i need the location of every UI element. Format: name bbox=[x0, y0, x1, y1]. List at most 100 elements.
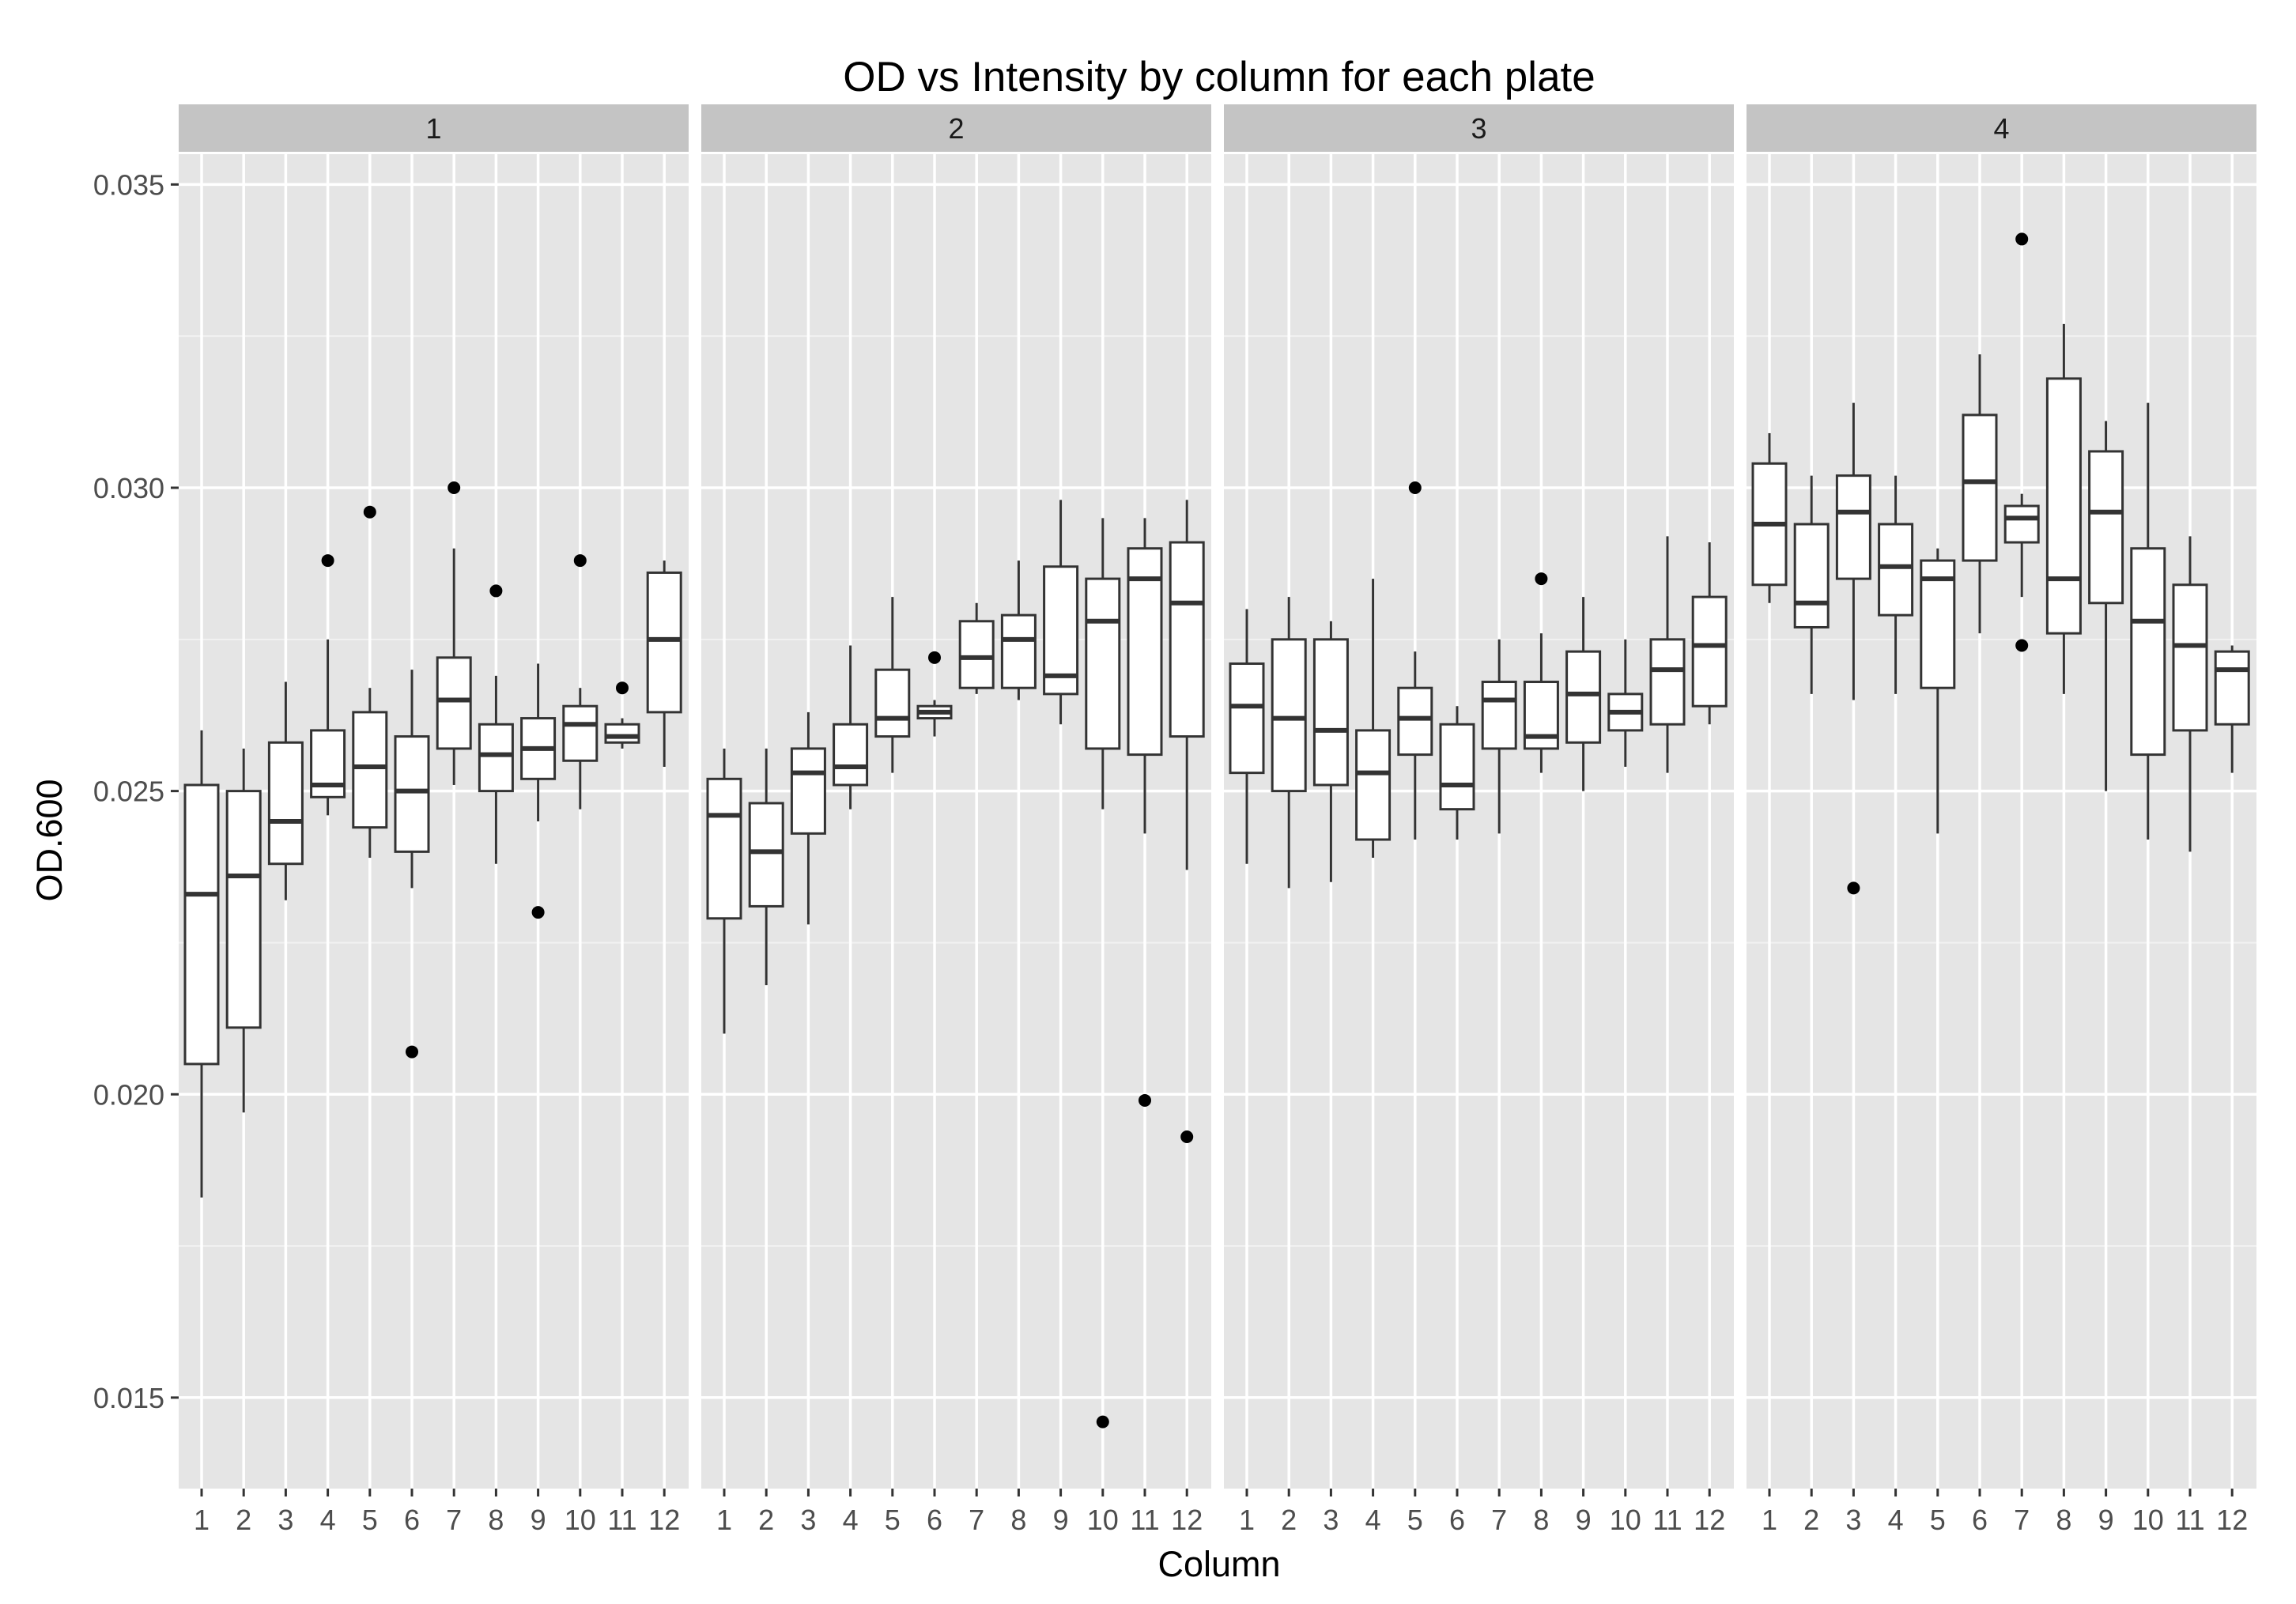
x-axis-label: Column bbox=[1157, 1544, 1280, 1584]
box-iqr bbox=[394, 735, 430, 853]
box-iqr bbox=[1920, 559, 1956, 689]
outlier-point bbox=[1535, 572, 1548, 586]
box-iqr bbox=[1312, 638, 1349, 787]
y-tick-label: 0.025 bbox=[93, 776, 164, 808]
box-iqr bbox=[1397, 686, 1433, 757]
box-2 bbox=[1793, 475, 1830, 694]
box-11 bbox=[1127, 518, 1163, 1107]
box-5 bbox=[1397, 481, 1433, 840]
facet-panel-2: 21 2 3 4 5 6 7 8 9 10 11 12 bbox=[701, 104, 1211, 1536]
box-iqr bbox=[2088, 450, 2124, 605]
box-iqr bbox=[436, 656, 472, 750]
x-tick-label: 2 bbox=[1803, 1504, 1819, 1536]
x-tick-label: 12 bbox=[2216, 1504, 2248, 1536]
box-iqr bbox=[1962, 413, 1998, 562]
box-6 bbox=[1962, 354, 1998, 634]
x-tick-label: 2 bbox=[758, 1504, 774, 1536]
chart-title: OD vs Intensity by column for each plate bbox=[843, 54, 1595, 100]
box-11 bbox=[2172, 536, 2208, 852]
x-tick-label: 4 bbox=[843, 1504, 859, 1536]
x-tick-label: 4 bbox=[1888, 1504, 1904, 1536]
x-tick-label: 2 bbox=[236, 1504, 251, 1536]
facet-panel-3: 31 2 3 4 5 6 7 8 9 10 11 12 bbox=[1224, 104, 1734, 1536]
box-iqr bbox=[1229, 662, 1265, 775]
x-tick-label: 6 bbox=[404, 1504, 420, 1536]
box-iqr bbox=[478, 723, 514, 793]
x-tick-label: 3 bbox=[1845, 1504, 1861, 1536]
box-iqr bbox=[1127, 547, 1163, 757]
x-tick-label: 7 bbox=[2014, 1504, 2030, 1536]
x-tick-label: 1 bbox=[194, 1504, 210, 1536]
x-tick-label: 5 bbox=[1930, 1504, 1946, 1536]
box-8 bbox=[2045, 323, 2082, 694]
x-tick-label: 9 bbox=[1053, 1504, 1069, 1536]
x-tick-label: 3 bbox=[800, 1504, 816, 1536]
box-iqr bbox=[352, 711, 388, 829]
x-tick-label: 1 bbox=[1239, 1504, 1255, 1536]
box-9 bbox=[520, 663, 557, 919]
box-6 bbox=[394, 670, 430, 1059]
box-iqr bbox=[874, 668, 911, 738]
box-10 bbox=[1607, 639, 1644, 767]
box-2 bbox=[1271, 597, 1307, 889]
box-1 bbox=[183, 730, 220, 1198]
outlier-point bbox=[2015, 232, 2029, 246]
box-6 bbox=[916, 651, 953, 737]
x-tick-label: 5 bbox=[362, 1504, 378, 1536]
box-iqr bbox=[1355, 729, 1392, 841]
box-9 bbox=[2088, 421, 2124, 791]
box-3 bbox=[790, 711, 826, 925]
outlier-point bbox=[1096, 1415, 1109, 1429]
x-tick-label: 11 bbox=[1130, 1504, 1159, 1536]
box-9 bbox=[1043, 500, 1079, 725]
facet-strip-label: 4 bbox=[1993, 112, 2009, 145]
outlier-point bbox=[1139, 1093, 1151, 1107]
box-12 bbox=[646, 560, 682, 767]
x-tick-label: 9 bbox=[2098, 1504, 2114, 1536]
box-iqr bbox=[1271, 638, 1307, 793]
box-iqr bbox=[1439, 723, 1475, 811]
facet-strip bbox=[701, 104, 1211, 152]
x-tick-label: 11 bbox=[1652, 1504, 1682, 1536]
outlier-point bbox=[1408, 481, 1422, 494]
x-tick-label: 9 bbox=[1576, 1504, 1592, 1536]
box-3 bbox=[267, 681, 304, 900]
box-7 bbox=[2003, 232, 2040, 652]
box-7 bbox=[436, 481, 472, 785]
box-5 bbox=[352, 505, 388, 859]
y-tick-label: 0.015 bbox=[93, 1382, 164, 1414]
outlier-point bbox=[531, 906, 545, 919]
box-iqr bbox=[1793, 523, 1830, 628]
x-tick-label: 10 bbox=[1610, 1504, 1641, 1536]
box-iqr bbox=[1481, 681, 1517, 750]
box-5 bbox=[1920, 548, 1956, 834]
box-iqr bbox=[2045, 377, 2082, 635]
facet-panel-1: 11 2 3 4 5 6 7 8 9 10 11 12 bbox=[179, 104, 689, 1536]
box-1 bbox=[1751, 432, 1788, 603]
outlier-point bbox=[616, 681, 629, 695]
box-12 bbox=[2214, 645, 2250, 773]
box-10 bbox=[1085, 518, 1121, 1429]
box-iqr bbox=[225, 790, 262, 1029]
box-iqr bbox=[1043, 565, 1079, 696]
box-iqr bbox=[2003, 504, 2040, 544]
panel-background bbox=[701, 154, 1211, 1489]
y-tick-label: 0.035 bbox=[93, 168, 164, 201]
box-iqr bbox=[1878, 523, 1914, 617]
outlier-point bbox=[406, 1045, 418, 1059]
box-iqr bbox=[1691, 595, 1728, 708]
box-iqr bbox=[604, 723, 640, 744]
outlier-point bbox=[1847, 881, 1860, 895]
x-tick-label: 10 bbox=[1087, 1504, 1119, 1536]
x-tick-label: 12 bbox=[1694, 1504, 1725, 1536]
box-12 bbox=[1169, 500, 1205, 1143]
box-iqr bbox=[1835, 474, 1871, 580]
x-tick-label: 10 bbox=[565, 1504, 596, 1536]
x-tick-label: 1 bbox=[716, 1504, 732, 1536]
box-iqr bbox=[646, 571, 682, 714]
box-4 bbox=[1878, 475, 1914, 694]
x-tick-label: 6 bbox=[1972, 1504, 1988, 1536]
box-iqr bbox=[267, 741, 304, 866]
